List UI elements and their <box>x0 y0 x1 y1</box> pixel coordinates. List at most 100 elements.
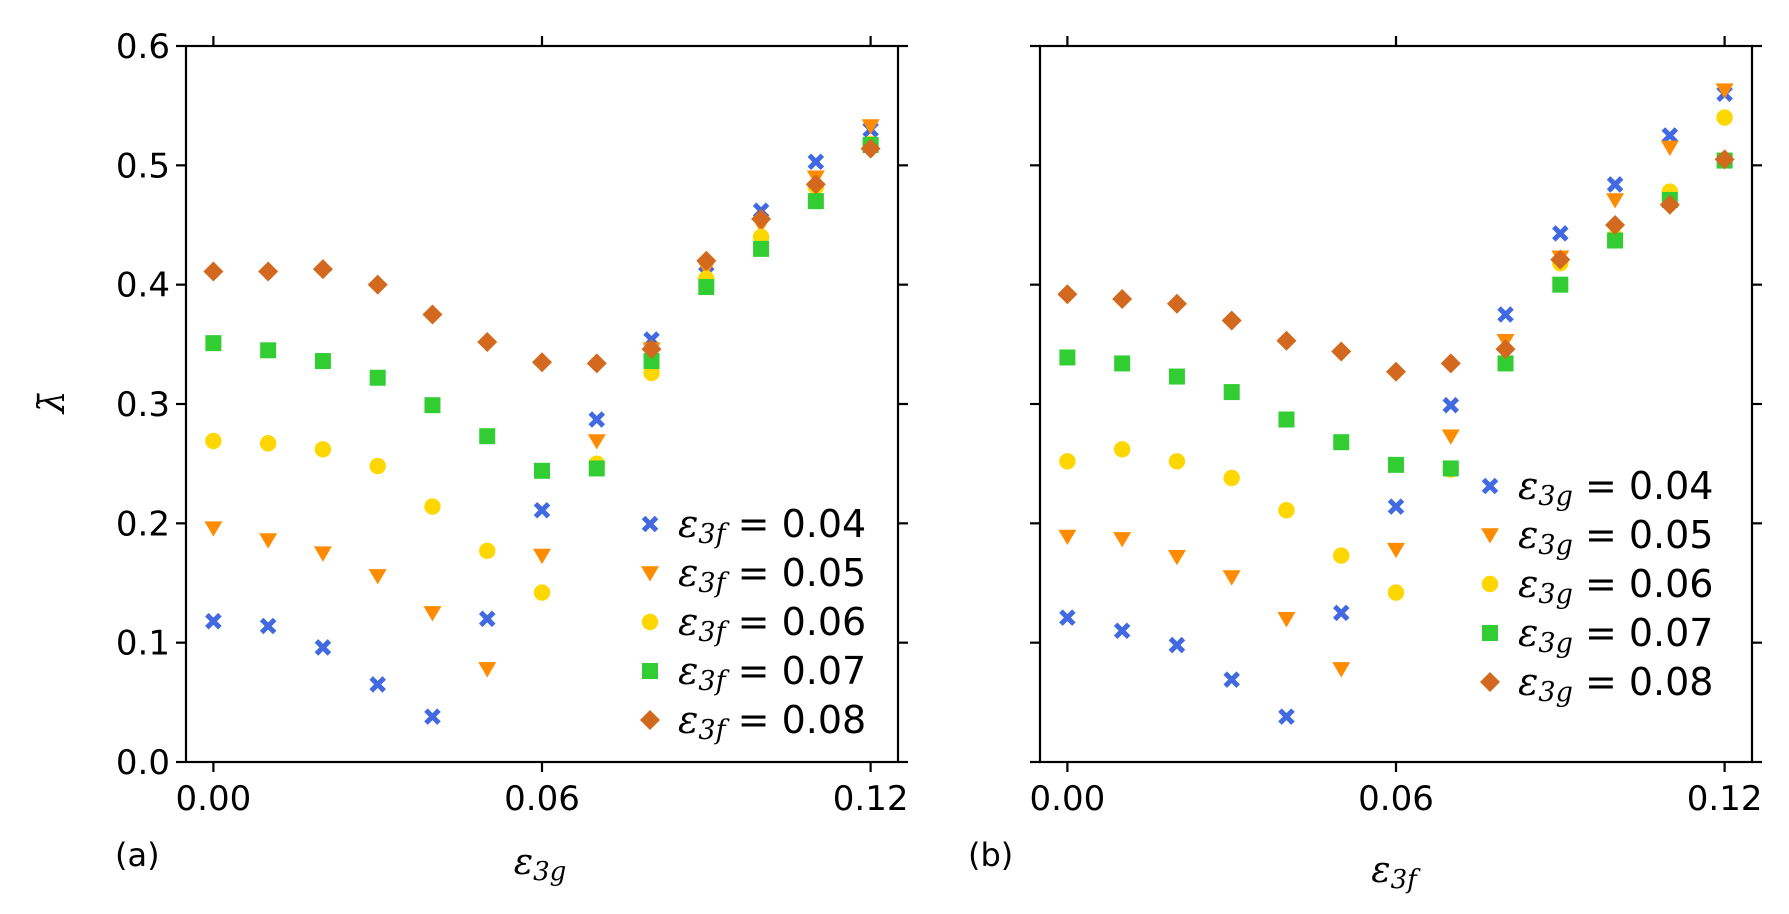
data-point <box>205 612 222 630</box>
data-point <box>532 352 552 373</box>
legend-symbol: ε <box>678 600 698 644</box>
x-tick-label: 0.00 <box>1030 779 1106 819</box>
x-tick-label: 0.12 <box>1687 779 1763 819</box>
data-point <box>1332 604 1350 622</box>
x-tick-labels-a: 0.00 0.06 0.12 <box>176 779 909 819</box>
legend-subscript: 3g <box>1538 628 1572 659</box>
data-point <box>588 411 606 428</box>
data-point <box>1114 355 1131 372</box>
data-point <box>203 261 224 282</box>
y-tick-label: 0.0 <box>116 743 170 783</box>
data-point <box>1113 532 1132 548</box>
legend-subscript: 3f <box>698 617 729 648</box>
data-point <box>1552 225 1569 242</box>
x-tick-labels-b: 0.00 0.06 0.12 <box>1030 779 1763 819</box>
data-point <box>1221 310 1242 331</box>
legend-subscript: 3g <box>1538 579 1572 610</box>
legend-symbol: ε <box>1518 513 1538 557</box>
legend-value: = 0.07 <box>726 649 867 693</box>
data-point <box>1332 662 1351 678</box>
data-point <box>424 708 441 725</box>
legend-label: ε3f = 0.04 <box>678 502 866 550</box>
panel-label-b: (b) <box>968 836 1013 874</box>
data-point <box>1276 330 1297 351</box>
data-point <box>1333 547 1350 564</box>
data-point <box>1387 498 1405 515</box>
legend-item: ε3f = 0.06 <box>641 600 866 648</box>
data-point <box>533 584 551 601</box>
data-point <box>1113 622 1131 640</box>
data-point <box>369 457 386 475</box>
x-axis-label-a: ε3g <box>514 842 567 887</box>
data-point <box>259 617 277 635</box>
data-point <box>1716 109 1733 126</box>
data-point <box>533 501 551 519</box>
data-point <box>314 639 332 656</box>
legend-marker <box>641 566 659 582</box>
legend-symbol: ε <box>678 649 698 693</box>
legend-label: ε3g = 0.05 <box>1518 513 1713 561</box>
data-point <box>1112 288 1133 309</box>
data-point <box>260 342 277 359</box>
data-point <box>1552 276 1569 293</box>
panel-a: 0.00 0.06 0.12 0.0 0.1 0.2 0.3 0.4 0.5 0… <box>115 27 908 887</box>
data-point <box>205 432 222 450</box>
data-point <box>534 462 550 479</box>
y-tick-label: 0.1 <box>116 624 170 664</box>
legend-marker <box>641 515 659 533</box>
legend-value: = 0.08 <box>1573 660 1714 704</box>
data-point <box>1331 341 1352 362</box>
data-point <box>313 546 332 562</box>
legend-label: ε3f = 0.08 <box>678 698 866 746</box>
data-point <box>424 498 441 515</box>
series-5 <box>1057 149 1735 382</box>
x-tick-label: 0.12 <box>833 779 909 819</box>
data-point <box>369 676 386 693</box>
data-point <box>1606 176 1624 193</box>
legend-value: = 0.05 <box>726 551 867 595</box>
data-point <box>1715 83 1734 99</box>
legend-symbol: ε <box>678 551 698 595</box>
legend-value: = 0.07 <box>1573 611 1714 655</box>
data-point <box>423 606 442 622</box>
data-point <box>753 240 770 257</box>
data-point <box>587 434 606 450</box>
legend-subscript: 3g <box>1538 481 1572 512</box>
data-point <box>1059 453 1076 470</box>
data-point <box>369 369 386 386</box>
data-point <box>368 569 387 585</box>
x-tick-label: 0.06 <box>504 779 580 819</box>
data-point <box>1387 584 1405 601</box>
series-1 <box>1059 85 1733 725</box>
data-point <box>1166 293 1187 314</box>
data-point <box>1059 349 1076 366</box>
data-point <box>204 521 223 537</box>
data-point <box>807 153 825 171</box>
y-tick-label: 0.3 <box>116 385 170 425</box>
legend-item: ε3f = 0.05 <box>641 551 866 599</box>
data-point <box>861 119 880 135</box>
legend-value: = 0.05 <box>1573 513 1714 557</box>
legend-marker <box>1481 528 1499 544</box>
legend-marker <box>640 710 660 730</box>
y-tick-labels-a: 0.0 0.1 0.2 0.3 0.4 0.5 0.6 <box>116 27 170 783</box>
data-point <box>312 259 333 280</box>
legend-label: ε3g = 0.06 <box>1518 562 1713 610</box>
data-point <box>1223 384 1240 401</box>
data-point <box>1278 502 1295 519</box>
data-point <box>422 304 443 325</box>
x-tick-label: 0.06 <box>1358 779 1434 819</box>
legend-marker <box>641 613 659 631</box>
legend-symbol: ε <box>678 502 698 546</box>
data-point <box>860 138 881 159</box>
data-point <box>1387 542 1405 559</box>
legend-marker <box>1481 477 1499 495</box>
data-point <box>1113 441 1131 458</box>
legend-item: ε3g = 0.05 <box>1481 513 1713 561</box>
data-point <box>424 397 441 414</box>
data-point <box>1278 708 1295 725</box>
data-point <box>1168 368 1185 385</box>
legend-marker <box>642 663 658 679</box>
